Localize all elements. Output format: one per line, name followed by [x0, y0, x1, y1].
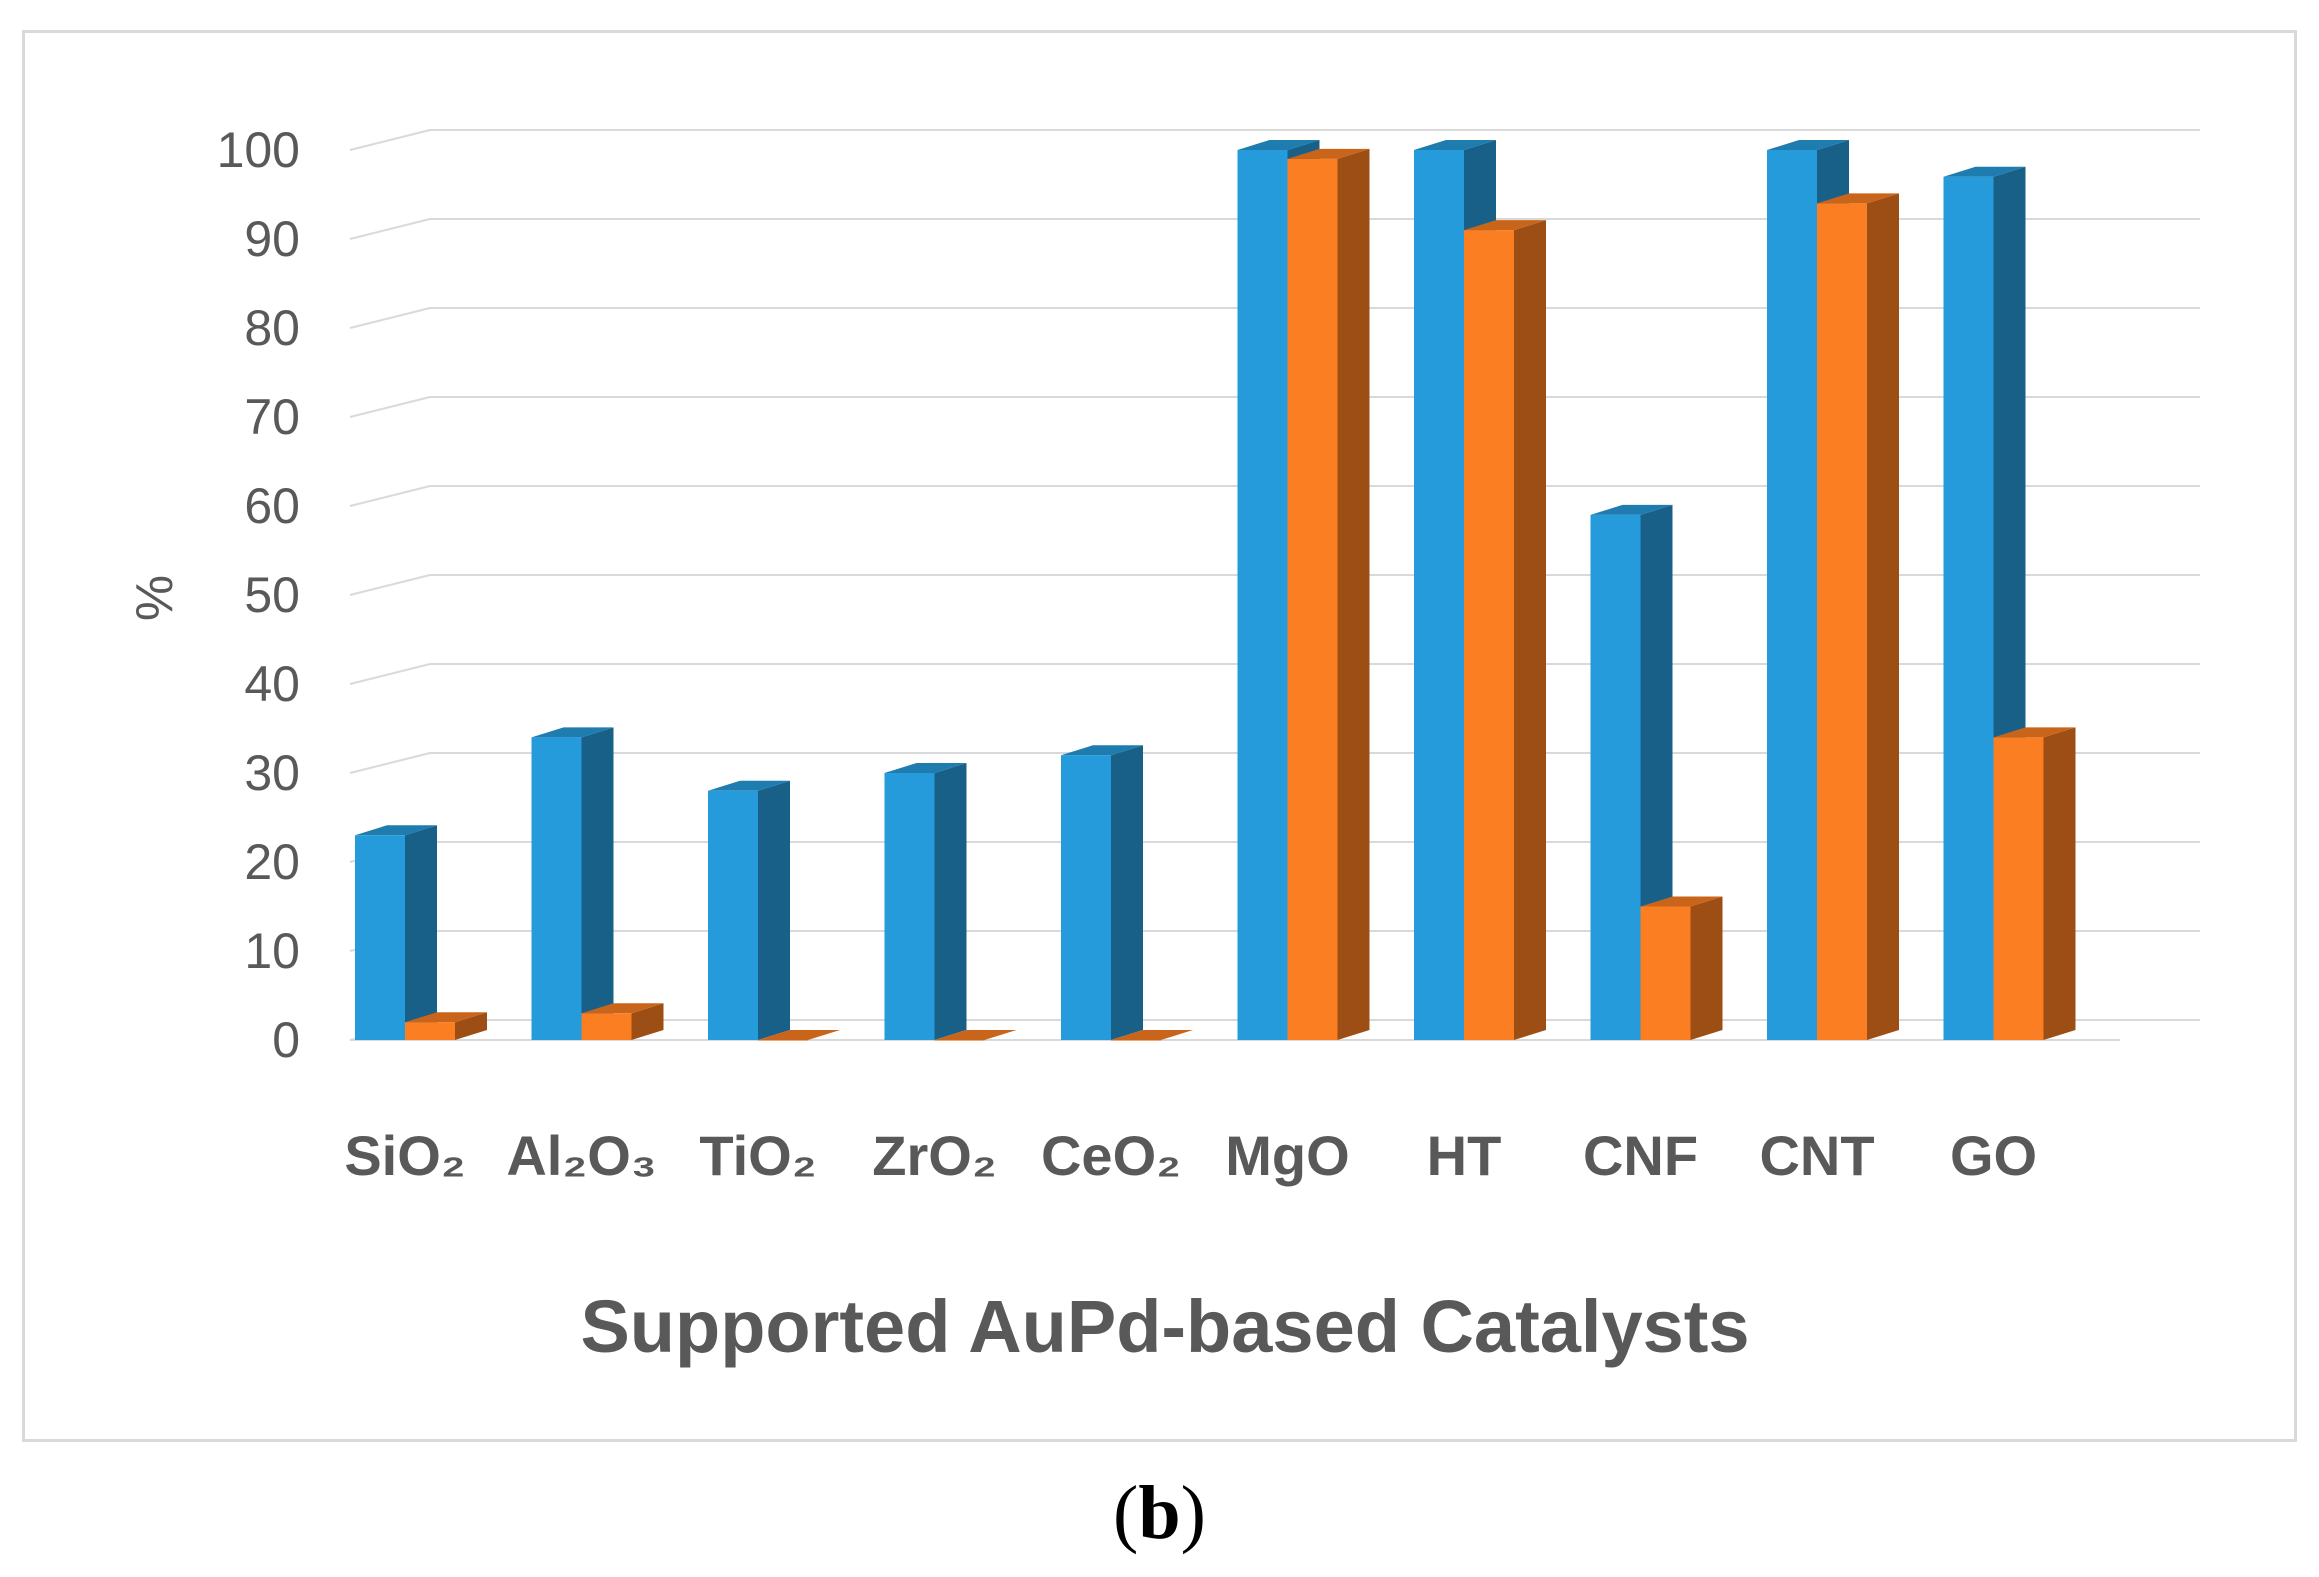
gridline-side	[349, 663, 431, 685]
category-label: CNF	[1583, 1124, 1698, 1187]
bar	[1414, 150, 1464, 1040]
bar	[1943, 176, 1994, 1040]
bar-top	[1287, 148, 1370, 159]
bar	[1111, 1040, 1161, 1041]
bar	[531, 737, 582, 1040]
y-tick-label: 80	[244, 300, 300, 356]
y-tick-label: 20	[244, 834, 300, 890]
bar-top	[708, 780, 790, 791]
gridline-side	[349, 485, 431, 507]
bar-side	[405, 825, 437, 1040]
bar-side	[1337, 148, 1370, 1040]
bar-top	[531, 727, 614, 738]
caption-open: (	[1113, 1471, 1139, 1555]
gridline-side	[349, 129, 431, 151]
bar-top	[1111, 1030, 1193, 1040]
bar-layer	[355, 140, 2076, 1041]
category-labels: SiO₂ Al₂O₃ TiO₂ ZrO₂ CeO₂ MgO HT CNF CNT GO	[344, 1124, 2037, 1187]
bar	[1590, 514, 1641, 1040]
gridline-side	[349, 218, 431, 240]
bar	[581, 1013, 632, 1040]
category-label: TiO₂	[699, 1124, 816, 1187]
y-tick-label: 90	[244, 211, 300, 267]
bar	[1640, 906, 1691, 1040]
bar-top	[758, 1030, 840, 1040]
y-axis-label: %	[126, 575, 184, 621]
bar-top	[581, 1003, 664, 1014]
bar-side	[934, 763, 967, 1040]
bar-side	[455, 1012, 487, 1040]
category-label: GO	[1950, 1124, 2037, 1187]
category-label: HT	[1427, 1124, 1502, 1187]
chart-frame	[22, 30, 2297, 1442]
bar-top	[1590, 504, 1673, 515]
y-tick-label: 100	[217, 122, 300, 178]
bar-side	[581, 727, 614, 1040]
bar-top	[1061, 745, 1143, 756]
bar	[1061, 755, 1111, 1040]
gridline-side	[349, 307, 431, 329]
y-tick-label: 60	[244, 478, 300, 534]
category-label: CeO₂	[1041, 1124, 1181, 1187]
bar-side	[1867, 193, 1899, 1040]
y-tick-label: 10	[244, 923, 300, 979]
bar-side	[2043, 727, 2076, 1040]
bar-top	[1993, 727, 2076, 738]
bar-top	[1464, 220, 1546, 231]
category-label: SiO₂	[344, 1124, 465, 1187]
y-tick-label: 70	[244, 389, 300, 445]
y-tick-label: 30	[244, 745, 300, 801]
bar	[1817, 203, 1867, 1040]
bar-top	[884, 763, 967, 773]
bar	[758, 1040, 808, 1041]
bar-top	[1414, 140, 1496, 150]
bar-top	[1817, 193, 1899, 204]
bar-top	[934, 1030, 1017, 1040]
bar-top	[405, 1012, 487, 1023]
y-tick-label: 40	[244, 656, 300, 712]
bar	[1993, 737, 2044, 1040]
bar	[355, 835, 405, 1040]
panel-caption: (b)	[0, 1470, 2319, 1557]
bar-top	[1767, 140, 1849, 150]
category-label: Al₂O₃	[506, 1124, 656, 1187]
bar-side	[758, 780, 790, 1040]
category-label: ZrO₂	[872, 1124, 996, 1187]
y-tick-label: 50	[244, 567, 300, 623]
bar	[1237, 150, 1288, 1040]
caption-letter: b	[1138, 1471, 1181, 1555]
bar	[934, 1040, 985, 1041]
gridline-side	[349, 574, 431, 596]
bar	[708, 790, 758, 1040]
bar-top	[1237, 140, 1320, 150]
bar-side	[631, 1003, 664, 1040]
bar-top	[1943, 166, 2026, 177]
bar-side	[1690, 896, 1723, 1040]
bar-top	[1640, 896, 1723, 907]
bar	[884, 773, 935, 1040]
category-label: CNT	[1759, 1124, 1874, 1187]
y-tick-labels: 0 10 20 30 40 50 60 70 80 90 100	[217, 122, 300, 1068]
bar	[405, 1022, 455, 1040]
caption-close: )	[1180, 1471, 1206, 1555]
bar-side	[1111, 745, 1143, 1040]
bar-top	[355, 825, 437, 836]
bar	[1464, 230, 1514, 1041]
bar	[1287, 158, 1338, 1040]
y-tick-label: 0	[272, 1012, 300, 1068]
gridline-side	[349, 396, 431, 418]
gridline-side	[349, 752, 431, 774]
bar	[1767, 150, 1817, 1040]
category-label: MgO	[1225, 1124, 1349, 1187]
x-axis-label: Supported AuPd-based Catalysts	[580, 1285, 1749, 1368]
bar-side	[1514, 220, 1546, 1041]
